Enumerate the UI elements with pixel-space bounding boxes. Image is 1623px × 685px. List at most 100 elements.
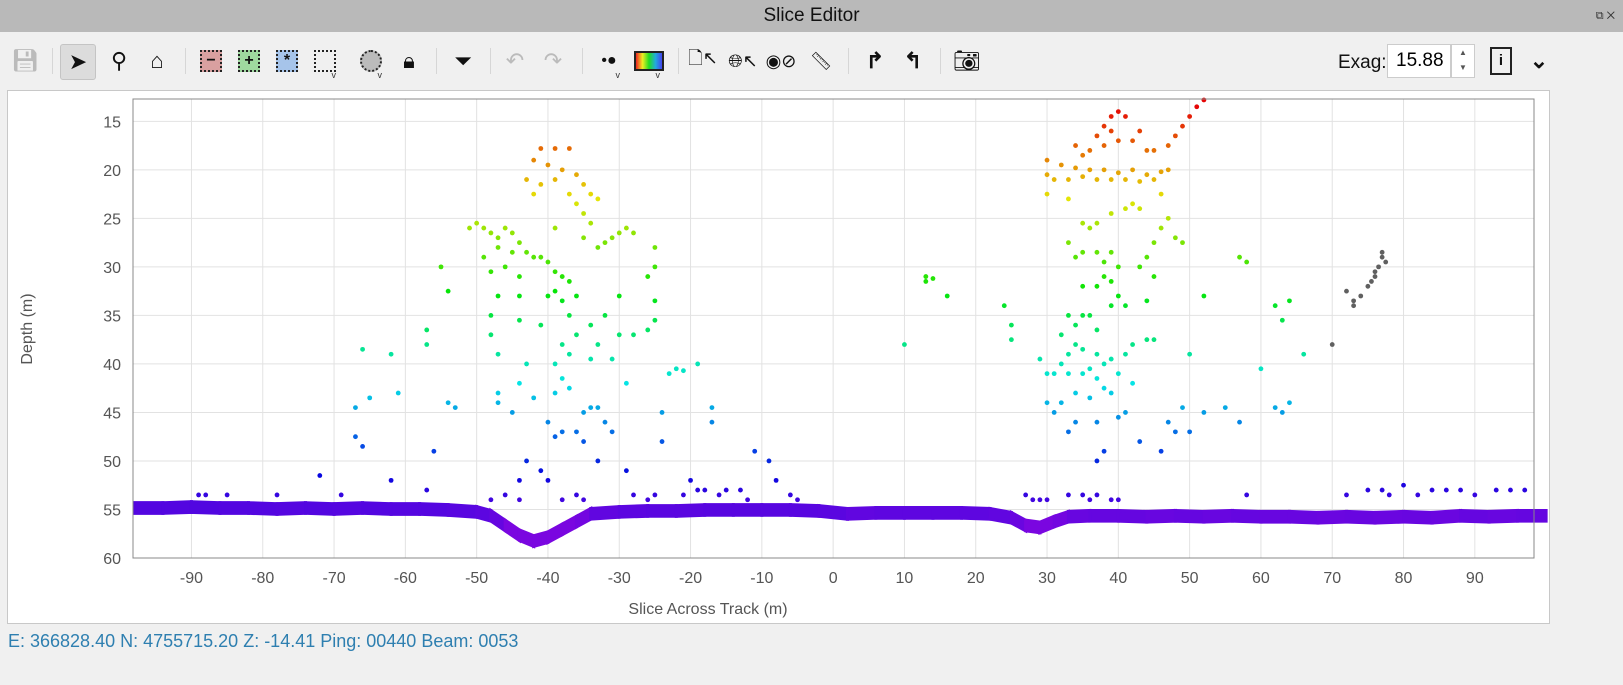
sounding-point xyxy=(602,419,608,425)
floppy-disk-icon: 💾︎ xyxy=(11,48,39,73)
sounding-point xyxy=(1123,177,1128,182)
color-map-button[interactable]: v xyxy=(632,44,666,80)
sounding-point xyxy=(509,230,515,236)
sounding-point xyxy=(474,220,480,226)
sounding-point xyxy=(1158,169,1164,175)
zoom-button[interactable]: ⚲ xyxy=(102,44,136,78)
sounding-point xyxy=(1522,487,1528,493)
sounding-point xyxy=(1094,458,1100,464)
sounding-point xyxy=(1123,303,1128,309)
sounding-point xyxy=(1415,492,1421,498)
geo-pick-button[interactable]: 🌐︎↖ xyxy=(726,44,760,78)
sounding-point xyxy=(481,225,487,231)
lock-button[interactable]: 🔒︎ xyxy=(392,44,426,78)
sounding-point xyxy=(923,274,929,279)
sounding-point xyxy=(702,487,708,493)
sounding-point xyxy=(1051,371,1057,377)
restore-icon[interactable]: ⧉ xyxy=(1595,10,1604,22)
sounding-point xyxy=(1237,419,1242,425)
measure-button[interactable]: 📏︎ xyxy=(804,44,838,78)
toggle-selection-button[interactable]: * xyxy=(270,44,304,78)
sounding-point xyxy=(495,351,501,357)
sounding-point xyxy=(574,429,579,435)
sounding-point xyxy=(1101,167,1107,173)
flagged-point xyxy=(1351,298,1357,304)
sounding-point xyxy=(552,177,558,182)
sounding-point xyxy=(1165,143,1171,148)
seafloor-point xyxy=(731,503,764,517)
sounding-point xyxy=(517,274,522,279)
sounding-point xyxy=(1094,351,1100,357)
save-button[interactable]: 💾︎ xyxy=(8,44,42,78)
sounding-point xyxy=(595,196,601,202)
sounding-point xyxy=(531,157,537,163)
sounding-point xyxy=(652,264,658,270)
more-button[interactable]: ⌄ xyxy=(1522,44,1556,78)
sounding-point xyxy=(517,477,522,483)
sounding-point xyxy=(623,468,629,474)
sounding-point xyxy=(673,366,679,372)
rectangle-select-button[interactable]: v xyxy=(308,44,342,80)
seafloor-point xyxy=(475,504,493,524)
sounding-point xyxy=(1123,114,1128,119)
sounding-point xyxy=(509,410,515,415)
exag-input[interactable]: 15.88 xyxy=(1387,44,1451,78)
add-selection-button[interactable]: + xyxy=(232,44,266,78)
sounding-point xyxy=(645,327,651,333)
sounding-point xyxy=(616,230,622,236)
slice-chart[interactable]: -90 -80 -70 -60 -50 -40 -30 -20 -10 0 10 20 30 40 50 60… xyxy=(8,91,1549,623)
sounding-point xyxy=(681,492,686,498)
snapshot-button[interactable]: 📷︎ xyxy=(950,44,984,78)
x-tick-label: 80 xyxy=(1395,570,1413,587)
sounding-point xyxy=(1272,303,1278,309)
sounding-point xyxy=(1037,497,1043,503)
sounding-point xyxy=(588,322,594,328)
sounding-point xyxy=(538,181,544,187)
sounding-point xyxy=(1287,400,1292,406)
x-tick-label: -70 xyxy=(322,570,345,587)
chart-panel[interactable]: -90 -80 -70 -60 -50 -40 -30 -20 -10 0 10 20 30 40 50 60… xyxy=(7,90,1550,624)
spin-up-icon[interactable]: ▲ xyxy=(1459,48,1467,57)
sounding-point xyxy=(424,342,430,347)
sounding-point xyxy=(1008,322,1014,328)
compass-button[interactable]: ◉⊘ xyxy=(764,44,798,78)
sounding-point xyxy=(559,298,565,304)
sounding-point xyxy=(1123,206,1128,212)
sounding-point xyxy=(652,317,658,323)
redo-button[interactable]: ↷ xyxy=(536,44,570,78)
sounding-point xyxy=(353,405,358,410)
sounding-point xyxy=(652,245,658,250)
sounding-point xyxy=(588,191,594,197)
sounding-point xyxy=(666,371,672,377)
sounding-point xyxy=(1044,172,1050,178)
seafloor-point xyxy=(517,527,536,549)
info-button[interactable]: i xyxy=(1484,44,1518,78)
select-button[interactable]: ➤︎ xyxy=(60,44,96,80)
remove-selection-button[interactable]: − xyxy=(194,44,228,78)
sounding-point xyxy=(1101,361,1107,367)
sounding-point xyxy=(1058,162,1064,168)
sounding-point xyxy=(196,492,201,498)
sounding-point xyxy=(1279,410,1285,415)
lasso-select-button[interactable]: v xyxy=(354,44,388,80)
x-tick-label: -50 xyxy=(465,570,488,587)
step-back-button[interactable]: ↰ xyxy=(896,44,930,78)
filter-button[interactable]: ⏷ xyxy=(446,44,480,78)
sounding-point xyxy=(645,274,651,279)
exag-spinner[interactable]: ▲ ▼ xyxy=(1451,44,1475,78)
point-size-button[interactable]: •● v xyxy=(601,52,620,80)
sounding-point xyxy=(1080,152,1086,158)
spin-down-icon[interactable]: ▼ xyxy=(1459,63,1467,72)
sounding-point xyxy=(517,293,522,299)
sounding-point xyxy=(1066,429,1071,435)
undo-button[interactable]: ↶ xyxy=(498,44,532,78)
sounding-point xyxy=(1051,177,1057,182)
home-button[interactable]: ⌂ xyxy=(140,44,174,78)
close-icon[interactable]: ✕ xyxy=(1606,10,1615,22)
sounding-point xyxy=(1108,497,1114,503)
sounding-point xyxy=(574,293,579,299)
info-pick-button[interactable]: 🗋↖ xyxy=(686,44,720,78)
step-forward-button[interactable]: ↱ xyxy=(858,44,892,78)
y-tick-label: 50 xyxy=(103,454,121,471)
sounding-point xyxy=(709,419,715,425)
